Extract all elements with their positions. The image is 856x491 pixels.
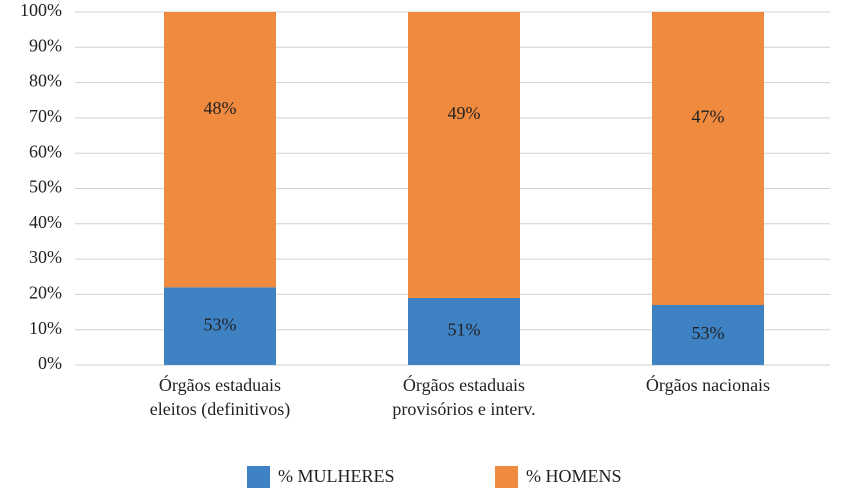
data-label: 53%: [692, 323, 725, 343]
data-label: 53%: [204, 314, 237, 334]
x-tick-label: Órgãos estaduais: [403, 374, 525, 395]
legend-swatch: [247, 466, 270, 488]
bar-segment: [652, 12, 764, 305]
data-label: 47%: [692, 107, 725, 127]
y-tick-label: 10%: [29, 318, 62, 338]
y-tick-label: 100%: [20, 0, 62, 20]
bar-segment: [408, 12, 520, 298]
x-tick-label: eleitos (definitivos): [150, 399, 290, 420]
data-label: 49%: [448, 103, 481, 123]
bar-segment: [164, 287, 276, 365]
data-label: 51%: [448, 320, 481, 340]
y-tick-label: 70%: [29, 106, 62, 126]
legend-label: % MULHERES: [278, 466, 395, 486]
y-tick-label: 40%: [29, 212, 62, 232]
y-tick-label: 80%: [29, 71, 62, 91]
data-label: 48%: [204, 98, 237, 118]
bar-segment: [164, 12, 276, 288]
legend-swatch: [495, 466, 518, 488]
y-tick-label: 20%: [29, 283, 62, 303]
y-tick-label: 60%: [29, 141, 62, 161]
y-tick-label: 90%: [29, 35, 62, 55]
legend-label: % HOMENS: [526, 466, 622, 486]
x-tick-label: Órgãos estaduais: [159, 374, 281, 395]
y-tick-label: 0%: [38, 353, 62, 373]
y-tick-label: 50%: [29, 177, 62, 197]
x-tick-label: Órgãos nacionais: [646, 374, 770, 395]
x-tick-label: provisórios e interv.: [392, 399, 535, 419]
bar-segment: [408, 297, 520, 365]
y-tick-label: 30%: [29, 247, 62, 267]
bar-segment: [652, 304, 764, 365]
